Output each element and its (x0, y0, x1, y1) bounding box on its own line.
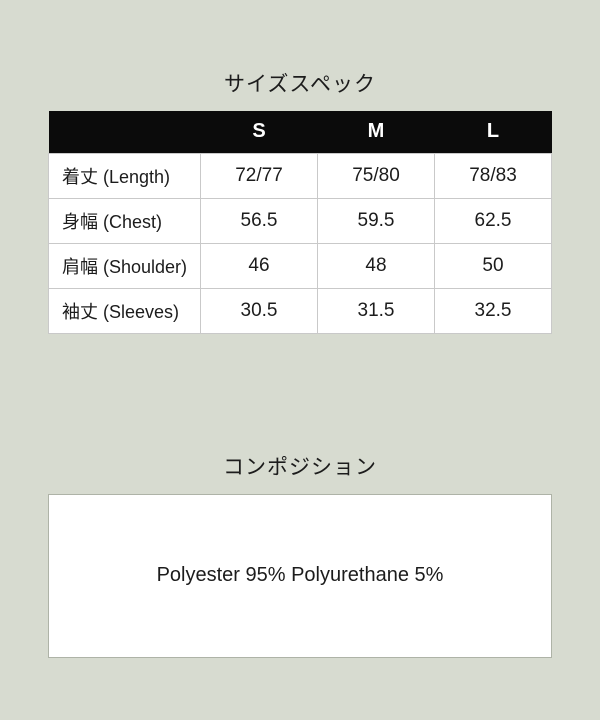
page: サイズスペック S M L 着丈 (Length) 72/77 75/80 78… (0, 68, 600, 658)
table-row-chest: 身幅 (Chest) 56.5 59.5 62.5 (48, 197, 552, 244)
row-label-sleeves: 袖丈 (Sleeves) (48, 287, 201, 334)
table-row-length: 着丈 (Length) 72/77 75/80 78/83 (48, 152, 552, 199)
cell-sleeves-m: 31.5 (317, 287, 435, 334)
size-header-s: S (200, 111, 318, 153)
composition-text: Polyester 95% Polyurethane 5% (156, 564, 444, 586)
composition-section: コンポジション Polyester 95% Polyurethane 5% (0, 451, 600, 658)
size-header-m: M (317, 111, 435, 153)
table-row-shoulder: 肩幅 (Shoulder) 46 48 50 (48, 242, 552, 289)
cell-chest-l: 62.5 (434, 197, 552, 244)
cell-sleeves-s: 30.5 (200, 287, 318, 334)
row-label-shoulder: 肩幅 (Shoulder) (48, 242, 201, 289)
cell-shoulder-l: 50 (434, 242, 552, 289)
size-spec-section: サイズスペック S M L 着丈 (Length) 72/77 75/80 78… (0, 68, 600, 334)
row-label-chest: 身幅 (Chest) (48, 197, 201, 244)
composition-box: Polyester 95% Polyurethane 5% (48, 493, 552, 658)
size-spec-table: S M L 着丈 (Length) 72/77 75/80 78/83 身幅 (… (48, 111, 552, 334)
cell-chest-m: 59.5 (317, 197, 435, 244)
cell-length-m: 75/80 (317, 152, 435, 199)
size-table-header-row: S M L (48, 111, 552, 153)
cell-length-s: 72/77 (200, 152, 318, 199)
table-row-sleeves: 袖丈 (Sleeves) 30.5 31.5 32.5 (48, 287, 552, 334)
size-header-empty (48, 111, 201, 153)
cell-length-l: 78/83 (434, 152, 552, 199)
size-spec-title: サイズスペック (224, 73, 376, 96)
composition-title: コンポジション (223, 455, 377, 479)
row-label-length: 着丈 (Length) (48, 152, 201, 199)
cell-chest-s: 56.5 (200, 197, 318, 244)
cell-sleeves-l: 32.5 (434, 287, 552, 334)
cell-shoulder-s: 46 (200, 242, 318, 289)
size-header-l: L (434, 111, 552, 153)
cell-shoulder-m: 48 (317, 242, 435, 289)
